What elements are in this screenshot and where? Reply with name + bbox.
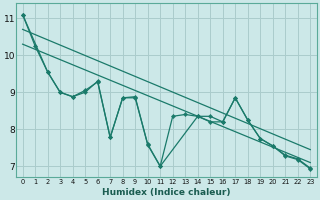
X-axis label: Humidex (Indice chaleur): Humidex (Indice chaleur) (102, 188, 231, 197)
